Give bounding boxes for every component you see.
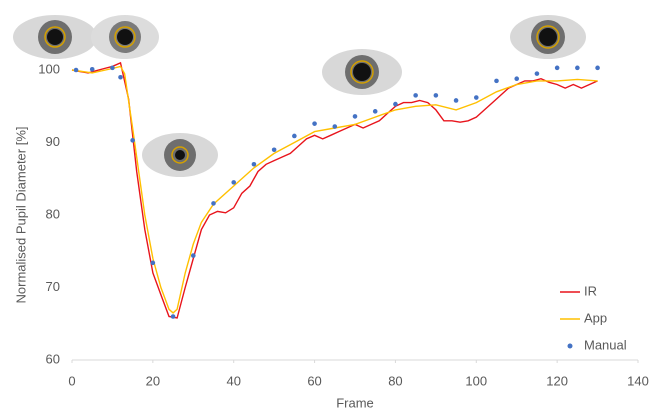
manual-point: [190, 253, 196, 258]
manual-point: [332, 124, 338, 129]
x-tick-label: 40: [226, 373, 240, 388]
series-line: [71, 65, 598, 314]
manual-point: [271, 147, 277, 153]
manual-point: [494, 78, 499, 84]
x-tick-label: 0: [68, 373, 75, 388]
y-tick-label: 90: [46, 134, 60, 149]
manual-point: [118, 74, 123, 80]
manual-point: [514, 76, 520, 81]
manual-point: [595, 65, 600, 71]
x-tick-label: 60: [307, 373, 321, 388]
legend-label: App: [584, 310, 607, 325]
legend-label: Manual: [584, 337, 627, 352]
manual-point: [73, 67, 79, 73]
y-tick-label: 60: [46, 351, 60, 366]
x-tick-label: 140: [627, 373, 649, 388]
manual-point: [534, 71, 540, 76]
manual-point: [89, 66, 95, 72]
manual-point: [473, 95, 479, 100]
y-axis-label: Normalised Pupil Diameter [%]: [13, 126, 28, 303]
x-tick-label: 120: [546, 373, 568, 388]
legend-symbol: [567, 343, 573, 349]
manual-point: [211, 201, 216, 206]
manual-point: [251, 161, 257, 167]
y-tick-label: 80: [46, 206, 60, 221]
manual-point: [372, 109, 378, 114]
legend-label: IR: [584, 283, 597, 298]
manual-point: [554, 65, 560, 71]
manual-point: [575, 65, 580, 71]
x-tick-label: 80: [388, 373, 402, 388]
x-tick-label: 20: [146, 373, 160, 388]
manual-point: [110, 65, 115, 71]
manual-point: [231, 180, 237, 185]
manual-point: [413, 93, 418, 98]
y-tick-label: 70: [46, 279, 60, 294]
manual-point: [433, 93, 439, 98]
manual-point: [292, 133, 297, 139]
series-line: [71, 61, 598, 319]
x-axis-label: Frame: [336, 395, 374, 410]
manual-point: [150, 260, 156, 266]
y-tick-label: 100: [38, 61, 60, 76]
eye-images: [13, 15, 586, 177]
manual-point: [393, 101, 398, 107]
manual-point: [352, 114, 358, 119]
manual-point: [312, 121, 317, 126]
manual-point: [453, 98, 459, 103]
manual-point: [170, 314, 176, 319]
manual-point: [130, 138, 135, 143]
x-tick-label: 100: [465, 373, 487, 388]
